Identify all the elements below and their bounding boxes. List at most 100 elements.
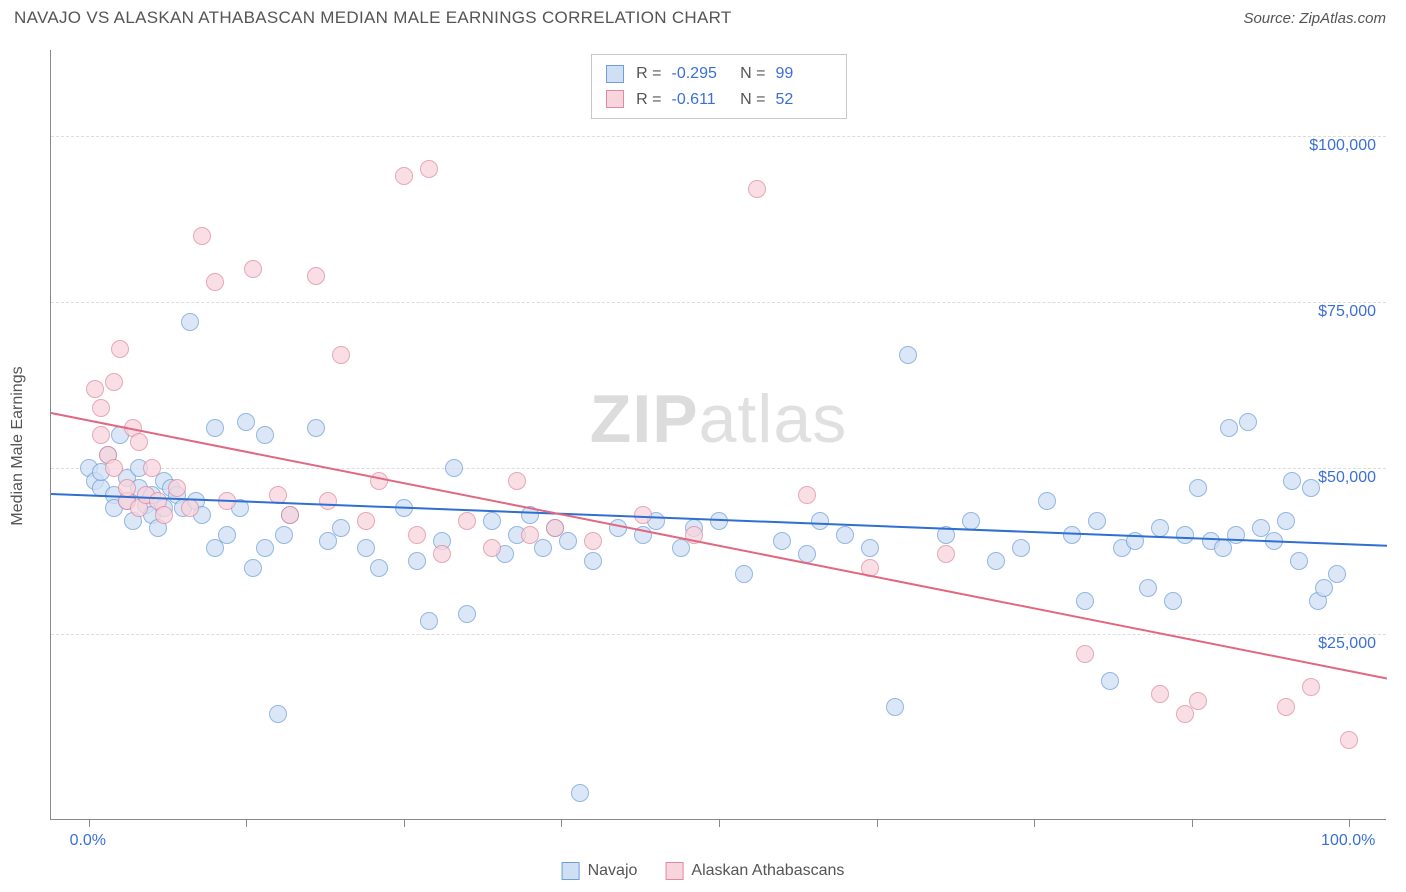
stats-row-navajo: R = -0.295 N = 99 (606, 61, 832, 87)
data-point-navajo (1076, 592, 1094, 610)
y-tick-label: $25,000 (1318, 635, 1376, 653)
data-point-navajo (1189, 479, 1207, 497)
data-point-athabascan (168, 479, 186, 497)
n-value: 52 (776, 87, 832, 113)
data-point-navajo (370, 559, 388, 577)
data-point-athabascan (357, 512, 375, 530)
data-point-navajo (899, 346, 917, 364)
legend-swatch (606, 65, 624, 83)
data-point-athabascan (130, 433, 148, 451)
data-point-navajo (773, 532, 791, 550)
gridline (51, 634, 1386, 635)
data-point-navajo (1239, 413, 1257, 431)
data-point-navajo (1220, 419, 1238, 437)
x-tick (561, 819, 562, 827)
n-label: N = (738, 87, 766, 113)
x-tick-label: 0.0% (70, 832, 106, 850)
n-value: 99 (776, 61, 832, 87)
x-tick (719, 819, 720, 827)
plot-area: ZIPatlas R = -0.295 N = 99R = -0.611 N = 52 $2… (50, 50, 1386, 820)
r-label: R = (634, 61, 662, 87)
gridline (51, 136, 1386, 137)
data-point-athabascan (1277, 698, 1295, 716)
data-point-athabascan (319, 492, 337, 510)
data-point-athabascan (1076, 645, 1094, 663)
chart-container: NAVAJO VS ALASKAN ATHABASCAN MEDIAN MALE… (0, 0, 1406, 892)
chart-title: NAVAJO VS ALASKAN ATHABASCAN MEDIAN MALE… (14, 8, 732, 28)
data-point-navajo (445, 459, 463, 477)
data-point-athabascan (521, 526, 539, 544)
data-point-navajo (1176, 526, 1194, 544)
data-point-navajo (1151, 519, 1169, 537)
legend-item-athabascan: Alaskan Athabascans (665, 862, 844, 880)
data-point-navajo (1277, 512, 1295, 530)
correlation-stats-box: R = -0.295 N = 99R = -0.611 N = 52 (591, 54, 847, 119)
legend-label: Navajo (588, 862, 638, 880)
n-label: N = (738, 61, 766, 87)
data-point-athabascan (433, 545, 451, 563)
y-tick-label: $100,000 (1309, 137, 1376, 155)
data-point-navajo (332, 519, 350, 537)
data-point-navajo (559, 532, 577, 550)
data-point-athabascan (634, 506, 652, 524)
data-point-athabascan (332, 346, 350, 364)
data-point-athabascan (1151, 685, 1169, 703)
r-value: -0.295 (672, 61, 728, 87)
data-point-athabascan (118, 479, 136, 497)
stats-row-athabascan: R =-0.611N =52 (606, 87, 832, 113)
data-point-athabascan (1340, 731, 1358, 749)
data-point-athabascan (105, 459, 123, 477)
data-point-athabascan (92, 426, 110, 444)
r-value: -0.611 (672, 87, 728, 113)
watermark-zip: ZIP (590, 381, 699, 457)
data-point-athabascan (155, 506, 173, 524)
data-point-athabascan (483, 539, 501, 557)
gridline (51, 468, 1386, 469)
data-point-athabascan (1189, 692, 1207, 710)
data-point-navajo (307, 419, 325, 437)
y-tick-label: $75,000 (1318, 303, 1376, 321)
data-point-navajo (1038, 492, 1056, 510)
data-point-athabascan (395, 167, 413, 185)
data-point-athabascan (281, 506, 299, 524)
data-point-navajo (886, 698, 904, 716)
data-point-navajo (861, 539, 879, 557)
regression-line-athabascan (51, 412, 1387, 679)
data-point-athabascan (508, 472, 526, 490)
source-credit: Source: ZipAtlas.com (1243, 10, 1386, 27)
legend-label: Alaskan Athabascans (691, 862, 844, 880)
data-point-athabascan (748, 180, 766, 198)
data-point-athabascan (1302, 678, 1320, 696)
data-point-navajo (987, 552, 1005, 570)
data-point-navajo (483, 512, 501, 530)
data-point-navajo (181, 313, 199, 331)
watermark-atlas: atlas (699, 381, 848, 457)
y-tick-label: $50,000 (1318, 469, 1376, 487)
data-point-navajo (811, 512, 829, 530)
data-point-athabascan (546, 519, 564, 537)
data-point-navajo (735, 565, 753, 583)
x-tick (877, 819, 878, 827)
data-point-navajo (1101, 672, 1119, 690)
data-point-athabascan (408, 526, 426, 544)
data-point-athabascan (193, 227, 211, 245)
x-tick (1192, 819, 1193, 827)
x-tick-label: 100.0% (1321, 832, 1375, 850)
data-point-athabascan (86, 380, 104, 398)
data-point-navajo (710, 512, 728, 530)
data-point-athabascan (420, 160, 438, 178)
data-point-navajo (534, 539, 552, 557)
data-point-navajo (206, 419, 224, 437)
data-point-navajo (269, 705, 287, 723)
watermark: ZIPatlas (590, 380, 847, 458)
data-point-navajo (420, 612, 438, 630)
data-point-navajo (571, 784, 589, 802)
gridline (51, 302, 1386, 303)
data-point-navajo (1283, 472, 1301, 490)
data-point-navajo (357, 539, 375, 557)
data-point-navajo (1164, 592, 1182, 610)
data-point-navajo (1302, 479, 1320, 497)
data-point-navajo (275, 526, 293, 544)
legend-swatch (665, 862, 683, 880)
data-point-athabascan (92, 399, 110, 417)
